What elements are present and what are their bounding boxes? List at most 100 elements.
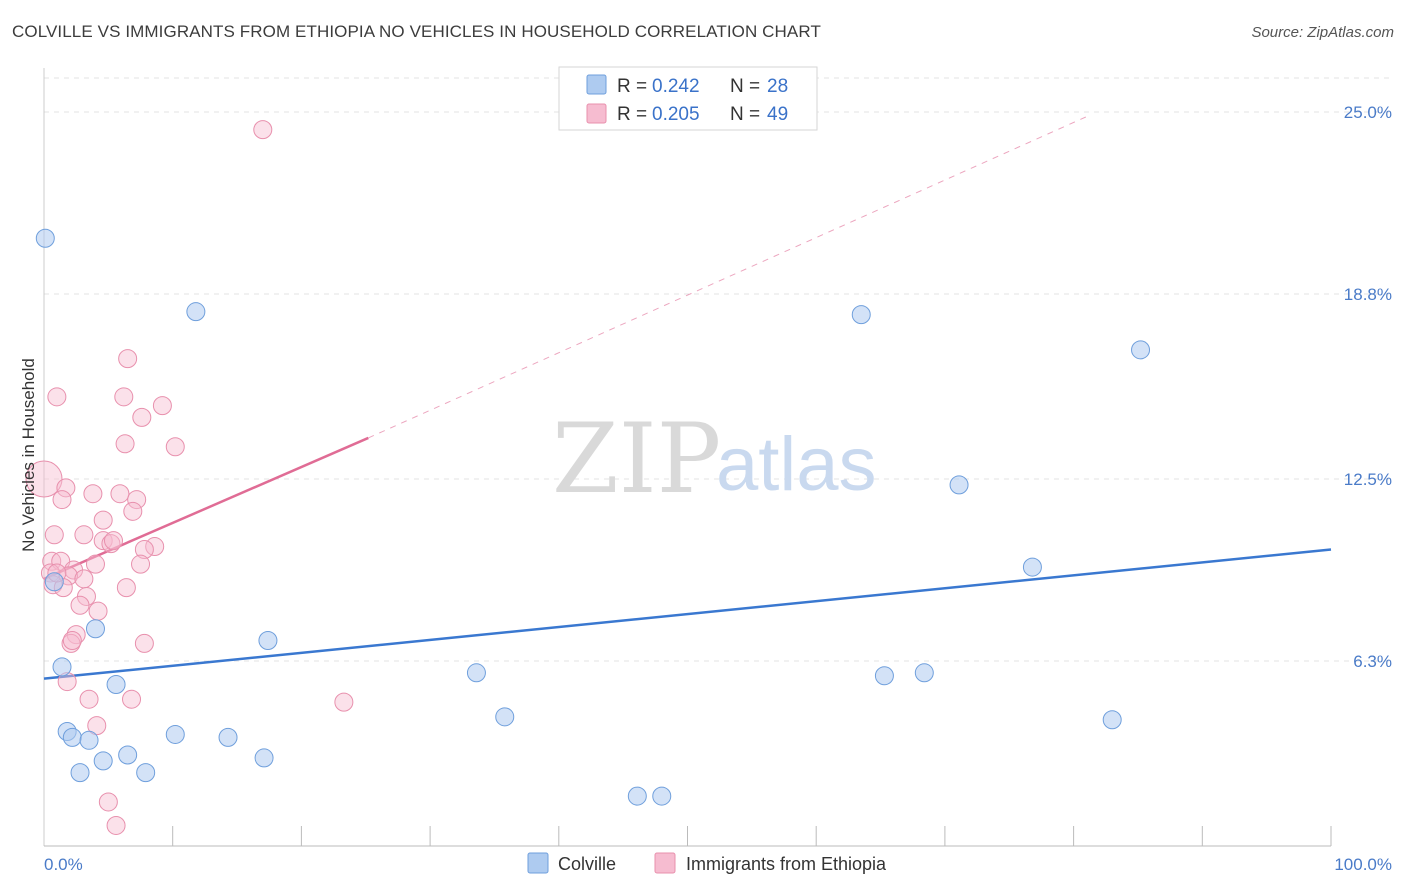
point-ethiopia-18 — [93, 531, 113, 551]
bottom-legend-swatch-colville — [527, 852, 549, 874]
point-colville-19 — [165, 724, 185, 744]
point-ethiopia-14 — [123, 501, 143, 521]
point-ethiopia-42 — [122, 689, 142, 709]
watermark-atlas: atlas — [716, 422, 877, 507]
point-colville-0 — [35, 228, 55, 248]
point-ethiopia-22 — [134, 539, 154, 559]
point-colville-12 — [914, 663, 934, 683]
point-ethiopia-16 — [44, 525, 64, 545]
source-credit: Source: ZipAtlas.com — [1251, 24, 1394, 41]
chart-title: COLVILLE VS IMMIGRANTS FROM ETHIOPIA NO … — [12, 22, 821, 41]
point-ethiopia-35 — [70, 595, 90, 615]
point-ethiopia-7 — [165, 437, 185, 457]
point-ethiopia-12 — [52, 490, 72, 510]
point-colville-7 — [85, 619, 105, 639]
point-ethiopia-3 — [114, 387, 134, 407]
watermark: ZIP atlas — [552, 403, 877, 515]
legend-swatch-ethiopia — [586, 103, 607, 124]
point-colville-15 — [1102, 710, 1122, 730]
point-ethiopia-37 — [66, 625, 86, 645]
point-colville-24 — [70, 763, 90, 783]
point-colville-3 — [1131, 340, 1151, 360]
point-ethiopia-13 — [127, 490, 147, 510]
point-colville-8 — [258, 630, 278, 650]
point-ethiopia-8 — [25, 460, 63, 498]
bottom-legend-ethiopia: Immigrants from Ethiopia — [686, 854, 887, 874]
point-colville-6 — [44, 572, 64, 592]
point-colville-26 — [627, 786, 647, 806]
point-colville-9 — [52, 657, 72, 677]
point-colville-18 — [79, 730, 99, 750]
point-colville-21 — [118, 745, 138, 765]
point-colville-25 — [136, 763, 156, 783]
watermark-zip: ZIP — [552, 403, 721, 515]
y-tick-label-3: 25.0% — [1344, 103, 1392, 122]
point-colville-11 — [874, 666, 894, 686]
point-ethiopia-26 — [131, 554, 151, 574]
legend-n-label-ethiopia: N = — [730, 104, 760, 125]
data-points — [25, 120, 1151, 835]
x-tick-min: 0.0% — [44, 855, 83, 874]
gridlines — [44, 77, 1392, 662]
point-ethiopia-47 — [62, 630, 82, 650]
y-axis-label: No Vehicles in Household — [19, 358, 38, 552]
point-ethiopia-33 — [116, 578, 136, 598]
point-ethiopia-9 — [56, 478, 76, 498]
legend-r-value-colville: 0.242 — [652, 76, 700, 97]
y-tick-label-1: 12.5% — [1344, 470, 1392, 489]
point-ethiopia-11 — [110, 484, 130, 504]
point-ethiopia-1 — [118, 349, 138, 369]
bottom-legend: Colville Immigrants from Ethiopia — [527, 852, 887, 874]
point-colville-13 — [106, 675, 126, 695]
point-ethiopia-44 — [87, 716, 107, 736]
point-ethiopia-2 — [47, 387, 67, 407]
legend-r-value-ethiopia: 0.205 — [652, 104, 700, 125]
x-tick-max: 100.0% — [1334, 855, 1392, 874]
trend-lines — [43, 114, 1332, 680]
point-ethiopia-0 — [253, 120, 273, 140]
point-colville-22 — [93, 751, 113, 771]
legend-n-label-colville: N = — [730, 76, 760, 97]
point-ethiopia-41 — [79, 689, 99, 709]
legend-n-value-colville: 28 — [767, 76, 788, 97]
point-ethiopia-19 — [101, 534, 121, 554]
point-ethiopia-36 — [88, 601, 108, 621]
point-ethiopia-46 — [106, 815, 126, 835]
point-ethiopia-25 — [85, 554, 105, 574]
point-ethiopia-15 — [93, 510, 113, 530]
point-colville-23 — [254, 748, 274, 768]
point-colville-10 — [466, 663, 486, 683]
legend-r-label-ethiopia: R = — [617, 104, 647, 125]
top-legend: R = 0.242 N = 28 R = 0.205 N = 49 — [558, 66, 818, 131]
point-ethiopia-45 — [98, 792, 118, 812]
y-tick-label-2: 18.8% — [1344, 285, 1392, 304]
trend-line-colville — [43, 548, 1332, 680]
legend-r-label-colville: R = — [617, 76, 647, 97]
point-ethiopia-5 — [132, 407, 152, 427]
point-colville-5 — [1022, 557, 1042, 577]
y-tick-label-0: 6.3% — [1353, 652, 1392, 671]
legend-n-value-ethiopia: 49 — [767, 104, 788, 125]
point-colville-14 — [495, 707, 515, 727]
point-ethiopia-30 — [74, 569, 94, 589]
point-ethiopia-6 — [115, 434, 135, 454]
point-colville-2 — [851, 305, 871, 325]
point-colville-27 — [652, 786, 672, 806]
point-ethiopia-43 — [334, 692, 354, 712]
bottom-legend-swatch-ethiopia — [654, 852, 676, 874]
point-colville-17 — [62, 727, 82, 747]
axes — [43, 68, 1332, 847]
point-ethiopia-4 — [152, 396, 172, 416]
trend-extension-ethiopia — [368, 114, 1091, 439]
bottom-legend-colville: Colville — [558, 854, 616, 874]
point-ethiopia-17 — [74, 525, 94, 545]
point-colville-1 — [186, 302, 206, 322]
point-ethiopia-38 — [134, 633, 154, 653]
point-colville-20 — [218, 727, 238, 747]
y-tick-labels: 6.3% 12.5% 18.8% 25.0% — [1344, 103, 1392, 671]
point-colville-4 — [949, 475, 969, 495]
point-ethiopia-20 — [103, 531, 123, 551]
point-ethiopia-10 — [83, 484, 103, 504]
legend-swatch-colville — [586, 74, 607, 95]
